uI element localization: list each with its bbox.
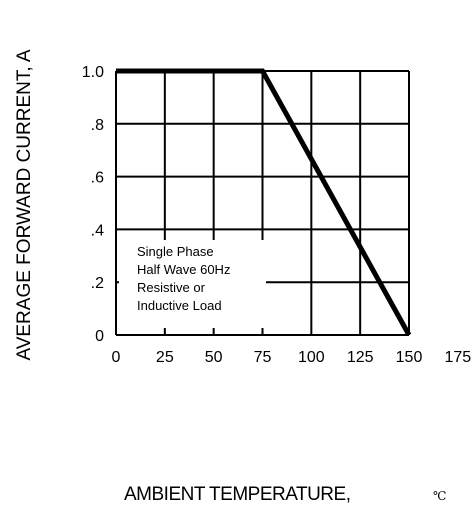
y-tick-label: .2 bbox=[91, 275, 104, 292]
annotation-line: Resistive or bbox=[137, 280, 206, 295]
x-tick-label: 150 bbox=[396, 349, 423, 366]
annotation-line: Inductive Load bbox=[137, 298, 222, 313]
x-tick-label: 0 bbox=[112, 349, 121, 366]
x-tick-labels: 0 25 50 75 100 125 150 175 bbox=[112, 349, 472, 366]
y-tick-labels: 1.0 .8 .6 .4 .2 0 bbox=[82, 64, 104, 345]
y-tick-label: .6 bbox=[91, 170, 104, 187]
x-tick-label: 175 bbox=[444, 349, 471, 366]
x-tick-label: 75 bbox=[254, 349, 272, 366]
y-tick-label: .8 bbox=[91, 117, 104, 134]
y-tick-label: 1.0 bbox=[82, 64, 104, 81]
annotation-line: Single Phase bbox=[137, 244, 214, 259]
x-axis-unit: ℃ bbox=[433, 489, 446, 503]
y-tick-label: 0 bbox=[95, 328, 104, 345]
y-axis-label: AVERAGE FORWARD CURRENT, A bbox=[14, 49, 35, 360]
annotation: Single Phase Half Wave 60Hz Resistive or In… bbox=[137, 244, 230, 313]
x-tick-label: 100 bbox=[298, 349, 325, 366]
x-tick-label: 125 bbox=[347, 349, 374, 366]
y-tick-label: .4 bbox=[91, 222, 104, 239]
x-axis-label: AMBIENT TEMPERATURE, bbox=[124, 484, 350, 505]
derating-curve bbox=[116, 68, 412, 337]
x-tick-label: 50 bbox=[205, 349, 223, 366]
x-tick-label: 25 bbox=[156, 349, 174, 366]
annotation-line: Half Wave 60Hz bbox=[137, 262, 230, 277]
annotation-box bbox=[119, 240, 266, 328]
